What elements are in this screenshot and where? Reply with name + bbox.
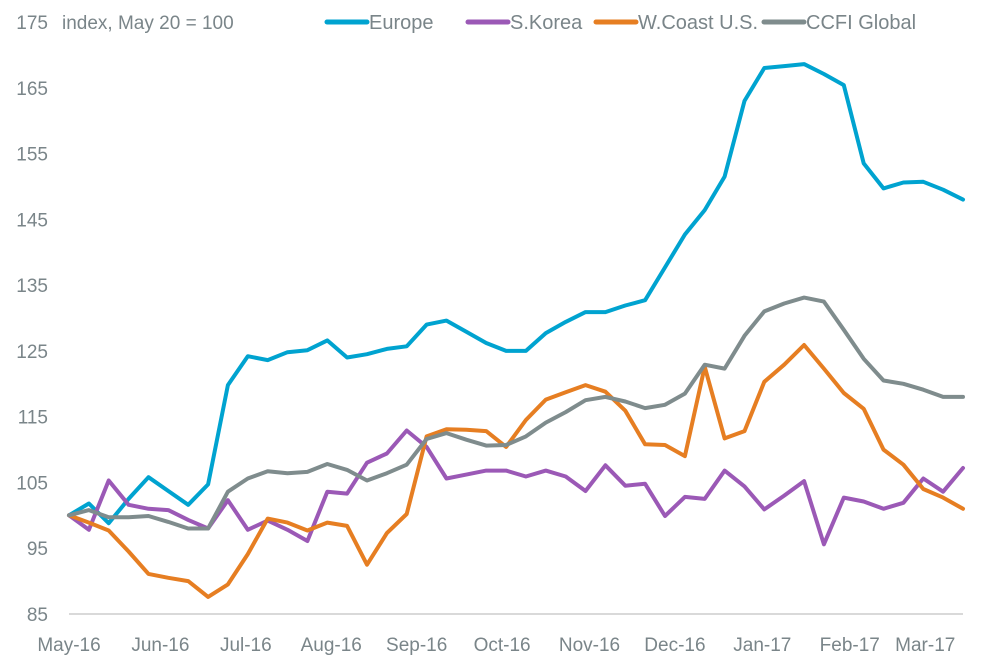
y-tick-label: 115: [18, 408, 48, 429]
y-tick-label: 105: [16, 473, 48, 494]
series-lines: [67, 62, 965, 599]
y-tick-label: 165: [16, 79, 48, 100]
x-tick-label: Dec-16: [644, 635, 705, 656]
x-tick-label: Sep-16: [386, 635, 447, 656]
legend-item: W.Coast U.S.: [593, 12, 758, 34]
y-axis-ticks: 85 95 105 115 125 135 145 155 165 175: [16, 13, 48, 626]
y-tick-label: 145: [16, 210, 48, 231]
x-tick-label: Feb-17: [820, 635, 880, 656]
legend-item: Europe: [324, 12, 434, 34]
x-tick-label: Oct-16: [474, 635, 531, 656]
legend-item: S.Korea: [465, 12, 583, 34]
x-tick-label: Jun-16: [131, 635, 189, 656]
x-tick-label: Nov-16: [559, 635, 620, 656]
x-tick-label: May-16: [37, 635, 100, 656]
unit-label: index, May 20 = 100: [62, 13, 234, 34]
series-line-w-coast-u-s: [67, 343, 965, 599]
x-tick-label: Jan-17: [733, 635, 791, 656]
x-axis-ticks: May-16 Jun-16 Jul-16 Aug-16 Sep-16 Oct-16 Nov-…: [37, 635, 955, 656]
y-tick-label: 135: [16, 276, 48, 297]
x-tick-label: Jul-16: [220, 635, 272, 656]
x-tick-label: Aug-16: [301, 635, 362, 656]
series-line-ccfi-global: [67, 295, 965, 531]
legend-label: Europe: [369, 12, 434, 34]
legend-label: CCFI Global: [806, 12, 916, 34]
y-tick-label: 155: [16, 145, 48, 166]
y-tick-label: 175: [16, 13, 48, 34]
y-tick-label: 85: [27, 605, 48, 626]
y-tick-label: 95: [27, 539, 48, 560]
series-line-s-korea: [67, 428, 965, 547]
series-line-europe: [67, 62, 965, 526]
x-tick-label: Mar-17: [895, 635, 955, 656]
y-tick-label: 125: [16, 342, 48, 363]
legend-label: W.Coast U.S.: [638, 12, 758, 34]
legend-item: CCFI Global: [761, 12, 916, 34]
legend-label: S.Korea: [510, 12, 583, 34]
legend: Europe S.Korea W.Coast U.S. CCFI Global: [324, 12, 916, 34]
